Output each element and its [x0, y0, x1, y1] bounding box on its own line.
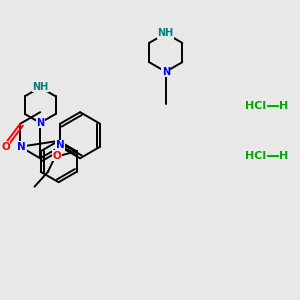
Text: H: H: [279, 151, 289, 161]
Text: NH: NH: [32, 82, 48, 92]
Text: N: N: [56, 140, 64, 150]
Text: N: N: [162, 67, 170, 77]
Text: N: N: [36, 118, 44, 128]
Text: HCl: HCl: [245, 151, 267, 161]
Text: H: H: [279, 101, 289, 111]
Text: HCl: HCl: [245, 101, 267, 111]
Text: NH: NH: [158, 28, 174, 38]
Text: O: O: [1, 142, 10, 152]
Text: N: N: [17, 142, 26, 152]
Text: O: O: [53, 151, 62, 160]
